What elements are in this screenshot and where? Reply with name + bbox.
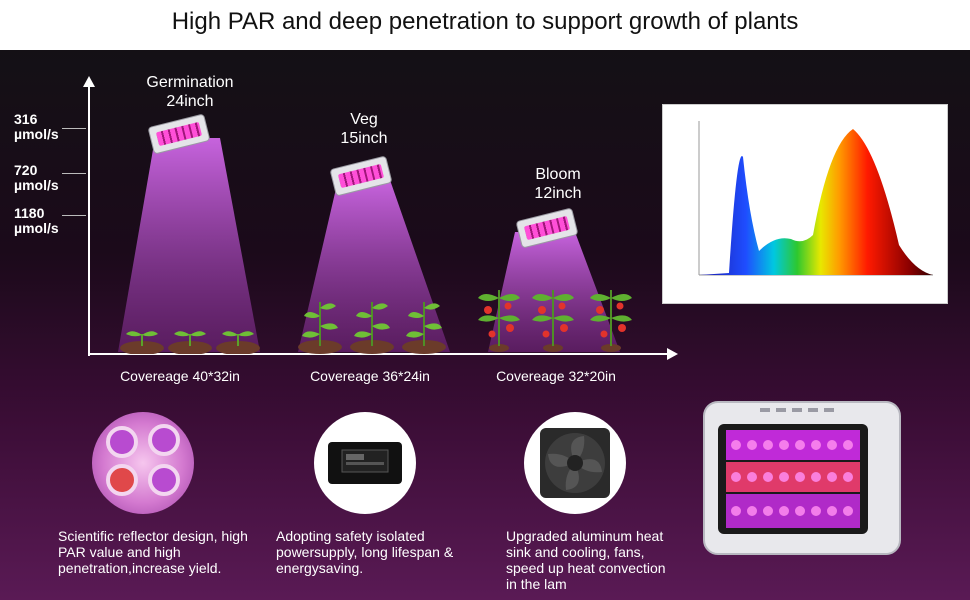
stage-bloom-label: Bloom 12inch (488, 165, 628, 203)
seedling-plant-icon (118, 318, 166, 354)
page-title: High PAR and deep penetration to support… (171, 8, 799, 35)
veg-plant-icon (400, 294, 448, 354)
tick-line-316 (62, 128, 86, 129)
power-supply-photo (314, 412, 416, 514)
coverage-bloom: Covereage 32*20in (496, 368, 616, 384)
veg-plant-icon (348, 294, 396, 354)
seedling-plant-icon (214, 318, 262, 354)
tomato-plant-icon (528, 284, 578, 354)
stage-name: Bloom (535, 166, 581, 183)
light-beam-germination (118, 138, 260, 352)
stage-germination-label: Germination 24inch (120, 73, 260, 111)
stage-height: 15inch (340, 130, 388, 147)
grow-light-product-photo (700, 398, 908, 558)
stage-name: Germination (146, 74, 234, 91)
tick-line-1180 (62, 215, 86, 216)
stage-height: 12inch (534, 185, 582, 202)
light-spectrum-graph (662, 104, 948, 304)
stage-veg-label: Veg 15inch (294, 110, 434, 148)
feature-power-supply-text: Adopting safety isolated powersupply, lo… (276, 528, 454, 576)
tomato-plant-icon (474, 284, 524, 354)
coverage-germination: Covereage 40*32in (120, 368, 240, 384)
light-beam-veg (298, 180, 450, 352)
cooling-fan-photo (524, 412, 626, 514)
stage-height: 24inch (166, 93, 214, 110)
tick-label-316: 316 µmol/s (14, 111, 59, 142)
x-axis-arrow (88, 348, 678, 360)
tick-label-720: 720 µmol/s (14, 162, 59, 193)
y-axis-arrow (83, 76, 95, 356)
veg-plant-icon (296, 294, 344, 354)
reflector-lens-photo (92, 412, 194, 514)
feature-reflector-text: Scientific reflector design, high PAR va… (58, 528, 248, 576)
coverage-veg: Covereage 36*24in (310, 368, 430, 384)
seedling-plant-icon (166, 318, 214, 354)
tomato-plant-icon (586, 284, 636, 354)
feature-cooling-text: Upgraded aluminum heat sink and cooling,… (506, 528, 666, 592)
tick-label-1180: 1180 µmol/s (14, 205, 59, 236)
stage-name: Veg (350, 111, 378, 128)
header-bar (0, 0, 970, 50)
tick-line-720 (62, 173, 86, 174)
